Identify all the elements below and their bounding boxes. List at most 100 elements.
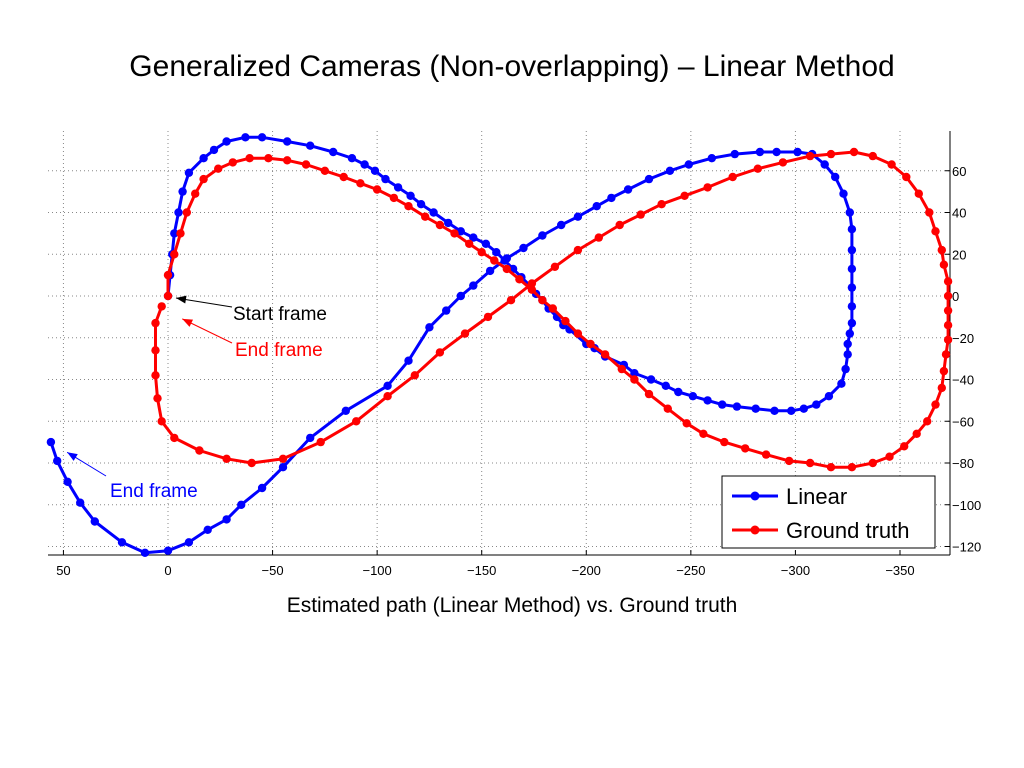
series-point — [663, 404, 672, 413]
series-point — [178, 187, 187, 196]
annotation: Start frame — [175, 295, 327, 325]
series-point — [416, 200, 426, 209]
series-point — [674, 387, 683, 397]
series-point — [787, 406, 796, 415]
series-point — [900, 442, 909, 451]
legend-entry: Linear — [732, 484, 847, 509]
series-point — [868, 151, 877, 161]
series-point — [550, 262, 560, 271]
annotation: End frame — [66, 451, 198, 502]
series-point — [778, 158, 788, 167]
chart-caption: Estimated path (Linear Method) vs. Groun… — [286, 594, 738, 617]
series-point — [199, 154, 208, 163]
series-point — [849, 147, 859, 157]
series-point — [826, 149, 836, 159]
series-point — [176, 229, 185, 238]
series-point — [490, 256, 499, 265]
series-point — [680, 191, 689, 200]
series-point — [684, 160, 693, 169]
series-point — [630, 375, 639, 384]
series-point — [657, 200, 666, 209]
series-point — [847, 264, 857, 274]
series-point — [278, 463, 288, 472]
series-point — [847, 283, 857, 292]
series-point — [306, 141, 315, 150]
series-point — [222, 515, 231, 524]
series-point — [406, 191, 415, 200]
series-point — [228, 158, 237, 167]
series-point — [732, 402, 742, 411]
y-tick-label: −80 — [952, 456, 974, 471]
y-tick-label: 60 — [952, 164, 966, 179]
series-point — [799, 404, 808, 413]
series-point — [209, 145, 219, 155]
y-tick-label: −40 — [952, 373, 974, 388]
series-point — [943, 335, 953, 344]
series-point — [157, 302, 166, 311]
y-tick-label: −20 — [952, 331, 974, 346]
series-point — [383, 392, 392, 401]
series-point — [347, 154, 357, 163]
series-point — [912, 429, 921, 438]
series-point — [389, 193, 399, 203]
series-point — [163, 546, 173, 555]
series-point — [117, 538, 127, 547]
series-point — [316, 437, 325, 447]
series-point — [257, 133, 267, 142]
series-point — [170, 250, 179, 259]
series-point — [925, 208, 934, 217]
series-point — [939, 366, 949, 376]
series-point — [76, 498, 85, 507]
series-point — [573, 329, 583, 338]
series-point — [444, 218, 453, 228]
series-point — [728, 172, 737, 182]
series-point — [931, 227, 940, 236]
series-point — [902, 172, 911, 182]
series-point — [90, 517, 100, 526]
series-point — [837, 379, 846, 388]
series-point — [460, 329, 470, 338]
series-point — [306, 433, 315, 443]
series-point — [477, 248, 486, 257]
series-point — [352, 417, 361, 426]
series-point — [805, 458, 815, 468]
x-tick-label: −150 — [467, 563, 496, 578]
series-point — [538, 296, 547, 305]
legend-entry: Ground truth — [732, 518, 910, 543]
series-point — [784, 456, 794, 466]
series-point — [931, 400, 940, 409]
annotation-arrow-head — [176, 295, 187, 304]
series-point — [195, 446, 204, 455]
series-point — [341, 406, 350, 415]
series-point — [661, 381, 670, 390]
series-point — [644, 389, 654, 399]
annotation-layer: Start frame End frame End frame — [66, 295, 327, 502]
series-point — [826, 463, 836, 472]
series-point — [163, 291, 173, 301]
series-point — [914, 189, 923, 198]
series-point — [636, 210, 645, 219]
series-point — [442, 306, 451, 315]
series-point — [939, 260, 949, 269]
y-tick-label: 40 — [952, 206, 966, 221]
series-point — [831, 172, 840, 182]
annotation-arrow-head — [182, 318, 194, 327]
annotation: End frame — [182, 318, 323, 361]
series-point — [450, 229, 459, 238]
series-point — [824, 392, 834, 401]
series-point — [527, 285, 537, 294]
series-point — [46, 437, 56, 447]
series-point — [761, 450, 771, 459]
series-point — [174, 208, 183, 217]
series-point — [170, 229, 179, 238]
series-ground-truth — [151, 147, 953, 472]
series-point — [839, 189, 848, 198]
legend-swatch-marker — [750, 491, 760, 501]
series-point — [607, 193, 616, 203]
y-tick-label: −120 — [952, 540, 981, 555]
series-point — [847, 302, 857, 311]
series-point — [264, 154, 273, 163]
series-point — [847, 318, 857, 328]
series-point — [435, 220, 445, 230]
series-point — [843, 339, 852, 349]
